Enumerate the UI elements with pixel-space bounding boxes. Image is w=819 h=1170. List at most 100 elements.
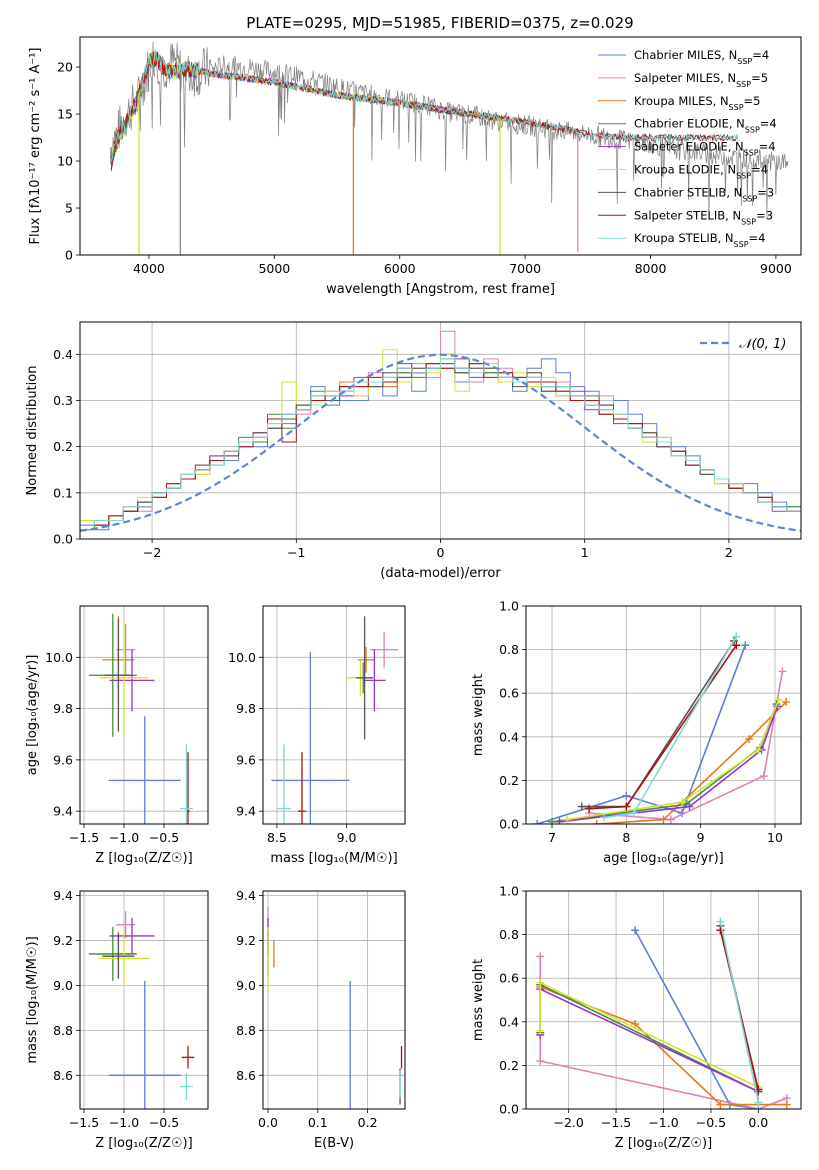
y-tick-label: 20 xyxy=(57,60,73,75)
histogram-step xyxy=(80,358,801,526)
x-tick-label: 9000 xyxy=(760,261,792,276)
x-axis-label: mass [log₁₀(M/M☉)] xyxy=(270,851,397,866)
plot-area xyxy=(271,616,399,824)
axes-frame xyxy=(262,890,406,1110)
y-axis-label: mass weight xyxy=(471,959,486,1041)
y-tick-label: 0.0 xyxy=(499,817,519,832)
y-tick-label: 9.4 xyxy=(236,888,256,903)
x-tick-label: 0 xyxy=(437,545,445,560)
data-spectrum-line xyxy=(109,41,789,221)
y-axis-label: age [log₁₀(age/yr)] xyxy=(25,655,40,776)
y-tick-label: 1.0 xyxy=(499,884,519,899)
y-tick-label: 9.6 xyxy=(53,752,73,767)
y-tick-label: 5 xyxy=(65,201,73,216)
y-axis-label: mass weight xyxy=(471,674,486,756)
mass-weight-marker xyxy=(536,978,545,987)
histogram-step xyxy=(80,358,801,526)
mass-weight-marker xyxy=(622,791,631,800)
error-bar xyxy=(109,649,155,712)
y-tick-label: 8.6 xyxy=(53,1068,73,1083)
y-tick-label: 9.8 xyxy=(236,701,256,716)
mass-weight-marker xyxy=(666,815,675,824)
x-tick-label: −1 xyxy=(287,545,305,560)
error-bar xyxy=(102,933,135,979)
legend: Chabrier MILES, NSSP=4 Salpeter MILES, NS… xyxy=(598,48,777,249)
mass-weight-marker xyxy=(716,926,725,935)
y-tick-label: 0.4 xyxy=(499,1014,519,1029)
y-tick-label: 9.0 xyxy=(53,978,73,993)
panel-4: 7 8 9 10 0.0 0.2 0.4 0.6 0.8 1.0 age [log₁₀(age/yr… xyxy=(471,599,802,866)
panel-7: −2.0 −1.5 −1.0 −0.5 0.0 0.0 0.2 0.4 0.6 0.8 1.0 Z [… xyxy=(471,884,802,1151)
x-tick-label: 0.1 xyxy=(308,1115,328,1130)
plot-area xyxy=(533,632,791,824)
chart-title: PLATE=0295, MJD=51985, FIBERID=0375, z=0… xyxy=(246,14,633,32)
x-tick-label: 2 xyxy=(725,545,733,560)
mass-weight-marker xyxy=(678,798,687,807)
x-tick-label: 7 xyxy=(548,830,556,845)
y-tick-label: 0.4 xyxy=(53,347,73,362)
mass-weight-marker xyxy=(744,734,753,743)
error-bar xyxy=(297,752,307,824)
mass-weight-line xyxy=(539,981,759,1088)
x-tick-label: 9.0 xyxy=(337,830,357,845)
mass-weight-marker xyxy=(631,926,640,935)
y-tick-label: 8.6 xyxy=(236,1068,256,1083)
mass-weight-marker xyxy=(685,802,694,811)
y-tick-label: 0.1 xyxy=(53,485,73,500)
histogram-step xyxy=(80,353,801,531)
mass-weight-line xyxy=(539,987,759,1093)
error-bar xyxy=(180,1073,193,1101)
x-tick-label: 4000 xyxy=(133,261,165,276)
mass-weight-marker xyxy=(631,1019,640,1028)
y-tick-label: 0.8 xyxy=(499,642,519,657)
x-axis-label: age [log₁₀(age/yr)] xyxy=(603,851,724,866)
plot-area xyxy=(536,917,791,1109)
y-tick-label: 9.0 xyxy=(236,978,256,993)
legend-entry: 𝒩(0, 1) xyxy=(739,337,786,352)
axes-frame xyxy=(79,605,209,825)
mass-weight-line xyxy=(603,636,737,819)
x-tick-label: −1.5 xyxy=(69,830,99,845)
panel-1: −2 −1 0 1 2 0.0 0.1 0.2 0.3 0.4 (data-model)/error… xyxy=(25,321,802,581)
plot-area xyxy=(88,911,195,1109)
x-tick-label: 0.0 xyxy=(258,1115,278,1130)
mass-weight-marker xyxy=(732,632,741,641)
x-tick-label: 7000 xyxy=(509,261,541,276)
model-spectrum-line xyxy=(110,52,578,161)
mass-weight-marker xyxy=(732,641,741,650)
y-tick-label: 8.8 xyxy=(236,1023,256,1038)
y-tick-label: 0.2 xyxy=(499,1058,519,1073)
x-tick-label: −1.5 xyxy=(69,1115,99,1130)
x-axis-label: Z [log₁₀(Z/Z☉)] xyxy=(95,1136,192,1151)
mass-weight-marker xyxy=(774,695,783,704)
x-tick-label: −2 xyxy=(143,545,161,560)
error-bar xyxy=(181,1046,195,1069)
normal-curve xyxy=(80,353,801,532)
y-tick-label: 0.6 xyxy=(499,971,519,986)
error-bar xyxy=(276,744,291,824)
mass-weight-marker xyxy=(759,772,768,781)
mass-weight-marker xyxy=(548,817,557,824)
mass-weight-marker xyxy=(600,813,609,822)
y-tick-label: 0.4 xyxy=(499,729,519,744)
axes-frame xyxy=(79,890,209,1110)
error-bar xyxy=(363,649,386,712)
mass-weight-marker xyxy=(585,804,594,813)
x-axis-label: (data-model)/error xyxy=(380,566,501,581)
error-bar xyxy=(271,652,350,824)
histogram-step xyxy=(80,330,801,526)
x-tick-label: 10 xyxy=(767,830,783,845)
axes-frame xyxy=(525,890,802,1110)
x-axis-label: Z [log₁₀(Z/Z☉)] xyxy=(95,851,192,866)
panel-0: 4000 5000 6000 7000 8000 9000 0 5 10 15 20 waveleng… xyxy=(28,36,802,297)
error-bar xyxy=(108,716,181,824)
y-tick-label: 9.2 xyxy=(236,933,256,948)
legend-entry: Salpeter MILES, NSSP=5 xyxy=(634,71,768,89)
y-tick-label: 1.0 xyxy=(499,599,519,614)
legend: 𝒩(0, 1) xyxy=(700,337,786,352)
y-tick-label: 9.8 xyxy=(53,701,73,716)
error-bar xyxy=(180,744,193,824)
error-bar xyxy=(88,926,137,981)
mass-weight-marker xyxy=(536,1057,545,1066)
legend-entry: Salpeter STELIB, NSSP=3 xyxy=(634,208,773,226)
